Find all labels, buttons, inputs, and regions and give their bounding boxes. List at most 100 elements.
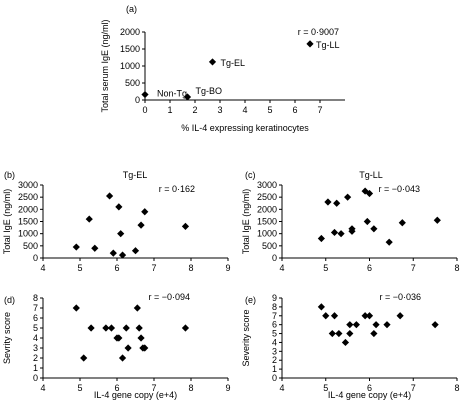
x-tick-label: 1 <box>167 105 172 115</box>
y-tick-label: 3000 <box>18 180 38 190</box>
data-point <box>365 189 374 198</box>
data-point <box>337 230 345 238</box>
x-tick-label: 0 <box>142 105 147 115</box>
x-tick-label: 7 <box>151 383 156 393</box>
y-tick-label: 2 <box>272 355 277 365</box>
panel-tag: (b) <box>4 170 15 180</box>
panel-title: Tg-EL <box>123 170 148 180</box>
y-tick-label: 3 <box>33 343 38 353</box>
y-tick-label: 1000 <box>257 229 277 239</box>
data-point <box>330 228 339 237</box>
y-axis-label: Total IgE (ng/ml) <box>241 189 251 255</box>
x-tick-label: 7 <box>411 263 416 273</box>
y-tick-label: 3 <box>272 346 277 356</box>
data-point <box>352 321 360 329</box>
panel-tag: (a) <box>126 4 137 14</box>
data-point <box>102 324 110 332</box>
y-tick-label: 0 <box>135 95 140 105</box>
data-point <box>346 329 354 338</box>
data-point <box>137 221 145 229</box>
x-tick-label: 8 <box>188 263 193 273</box>
x-tick-label: 5 <box>267 105 272 115</box>
y-tick-label: 6 <box>33 313 38 323</box>
x-tick-label: 8 <box>188 383 193 393</box>
data-point <box>363 217 371 226</box>
x-tick-label: 2 <box>192 105 197 115</box>
panel-title: Tg-LL <box>359 170 383 180</box>
data-point <box>370 329 378 338</box>
x-tick-label: 5 <box>77 383 82 393</box>
x-tick-label: 9 <box>225 383 230 393</box>
y-tick-label: 5 <box>272 329 277 339</box>
data-point <box>131 247 140 255</box>
data-point <box>370 225 378 233</box>
data-point <box>335 329 343 338</box>
x-tick-label: 7 <box>317 105 322 115</box>
y-tick-label: 9 <box>272 293 277 303</box>
data-point <box>208 58 217 66</box>
data-point <box>306 40 314 48</box>
point-label: Non-Tg <box>157 89 187 99</box>
data-point <box>365 312 374 320</box>
y-tick-label: 1000 <box>120 61 140 71</box>
y-tick-label: 1500 <box>120 44 140 54</box>
x-axis-label: % IL-4 expressing keratinocytes <box>181 123 309 133</box>
y-tick-label: 2500 <box>257 192 277 202</box>
y-tick-label: 0 <box>272 373 277 383</box>
correlation-label: r = 0·162 <box>159 184 195 194</box>
correlation-label: r = −0·094 <box>148 292 190 302</box>
data-point <box>348 225 356 233</box>
panel-tag: (c) <box>245 170 256 180</box>
data-point <box>72 304 80 312</box>
x-tick-label: 4 <box>40 383 45 393</box>
data-point <box>328 329 336 338</box>
y-tick-label: 2 <box>33 353 38 363</box>
x-tick-label: 8 <box>454 383 459 393</box>
y-tick-label: 8 <box>33 293 38 303</box>
y-axis-label: Severity score <box>241 309 251 366</box>
y-tick-label: 2000 <box>120 27 140 37</box>
y-tick-label: 8 <box>272 302 277 312</box>
x-axis-label: IL-4 gene copy (e+4) <box>328 390 411 400</box>
y-tick-label: 2500 <box>18 192 38 202</box>
data-point <box>141 208 149 216</box>
x-tick-label: 4 <box>242 105 247 115</box>
data-point <box>109 249 117 257</box>
x-tick-label: 9 <box>225 263 230 273</box>
x-axis-label: IL-4 gene copy (e+4) <box>94 390 177 400</box>
x-tick-label: 4 <box>40 263 45 273</box>
data-point <box>322 312 330 320</box>
data-point <box>396 312 404 320</box>
data-point <box>141 344 149 352</box>
correlation-label: r = −0·036 <box>379 292 421 302</box>
data-point <box>133 304 141 312</box>
data-point <box>118 354 127 362</box>
data-point <box>124 344 132 352</box>
panel-tag: (d) <box>4 295 15 305</box>
data-point <box>85 215 93 223</box>
y-tick-label: 2000 <box>18 204 38 214</box>
panel-tag: (e) <box>245 295 256 305</box>
data-point <box>385 238 393 246</box>
x-tick-label: 6 <box>292 105 297 115</box>
y-axis-label: Total serum IgE (ng/ml) <box>100 19 110 112</box>
y-tick-label: 7 <box>33 303 38 313</box>
data-point <box>107 324 116 332</box>
data-point <box>317 234 325 243</box>
y-tick-label: 4 <box>272 337 277 347</box>
y-tick-label: 7 <box>272 311 277 321</box>
chart-panel-a: 0 1 2 3 4 5 6 7 0 500 1000 1500 2000 Non-Tg Tg-BO Tg-EL… <box>100 4 345 133</box>
data-point <box>115 334 123 342</box>
y-tick-label: 0 <box>33 373 38 383</box>
x-tick-label: 5 <box>323 263 328 273</box>
data-point <box>106 192 114 200</box>
correlation-label: r = 0·9007 <box>298 27 339 37</box>
y-tick-label: 5 <box>33 323 38 333</box>
y-tick-label: 500 <box>262 241 277 251</box>
data-point <box>141 90 149 99</box>
point-label: Tg-BO <box>196 86 223 96</box>
data-point <box>87 324 95 332</box>
data-point <box>115 203 123 211</box>
